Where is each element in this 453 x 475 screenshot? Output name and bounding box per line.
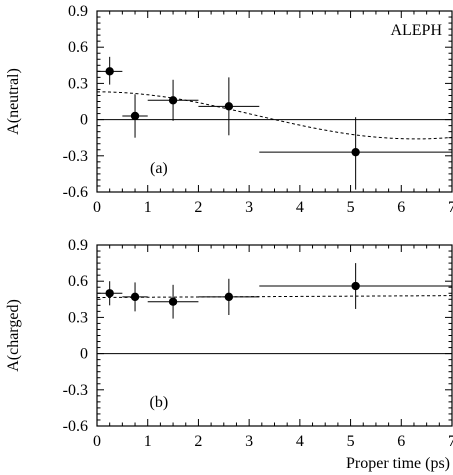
- x-tick-label: 5: [347, 199, 355, 216]
- x-tick-label: 2: [194, 433, 202, 450]
- data-point: [351, 147, 360, 157]
- y-tick-label: 0.9: [68, 237, 88, 254]
- experiment-label: ALEPH: [390, 22, 442, 39]
- x-tick-label: 6: [397, 199, 405, 216]
- panel-b-chart: 0 1 2 3 4 5 6 7 -0.6 -0.3 0 0.3 0.6 0.9 A(charged) (b) P…: [5, 237, 453, 472]
- y-tick-label: 0.6: [68, 39, 88, 56]
- y-axis-label: A(charged): [5, 299, 22, 372]
- y-tick-label: -0.6: [63, 184, 88, 201]
- x-tick-label: 0: [93, 433, 101, 450]
- y-tick-label: -0.3: [63, 148, 88, 165]
- data-point: [105, 67, 114, 76]
- y-tick-label: -0.6: [63, 418, 88, 435]
- data-point: [224, 102, 234, 111]
- x-tick-label: 0: [93, 199, 101, 216]
- data-point: [130, 292, 140, 302]
- fit-curve: [96, 295, 453, 298]
- x-tick-label: 1: [144, 199, 152, 216]
- y-tick-label: 0.3: [68, 309, 88, 326]
- data-point: [168, 96, 178, 105]
- panel-label: (a): [150, 160, 168, 177]
- y-tick-label: 0.6: [68, 273, 88, 290]
- y-tick-label: 0.9: [68, 3, 88, 20]
- x-tick-label: 4: [296, 199, 304, 216]
- x-tick-label: 1: [144, 433, 152, 450]
- data-point: [130, 111, 140, 121]
- data-point: [224, 292, 234, 302]
- y-tick-label: 0: [80, 346, 88, 363]
- x-tick-label: 3: [245, 199, 253, 216]
- x-tick-label: 4: [296, 433, 304, 450]
- y-tick-label: 0.3: [68, 75, 88, 92]
- panel-label: (b): [150, 394, 169, 411]
- x-tick-label: 2: [194, 199, 202, 216]
- x-tick-label: 5: [347, 433, 355, 450]
- x-tick-label: 6: [397, 433, 405, 450]
- y-tick-label: 0: [80, 112, 88, 129]
- x-tick-label: 3: [245, 433, 253, 450]
- x-tick-label: 7: [448, 433, 453, 450]
- data-point: [168, 297, 178, 306]
- data-point: [351, 281, 360, 291]
- y-axis-label: A(neutral): [5, 68, 22, 135]
- data-point: [105, 289, 114, 298]
- y-tick-label: -0.3: [63, 382, 88, 399]
- fit-curve: [97, 91, 453, 140]
- x-tick-label: 7: [448, 199, 453, 216]
- panel-a-chart: 0 1 2 3 4 5 6 7 -0.6 -0.3 0 0.3 0.6 0.9 A(neutral) (a) A…: [5, 3, 453, 216]
- x-axis-label: Proper time (ps): [346, 455, 450, 472]
